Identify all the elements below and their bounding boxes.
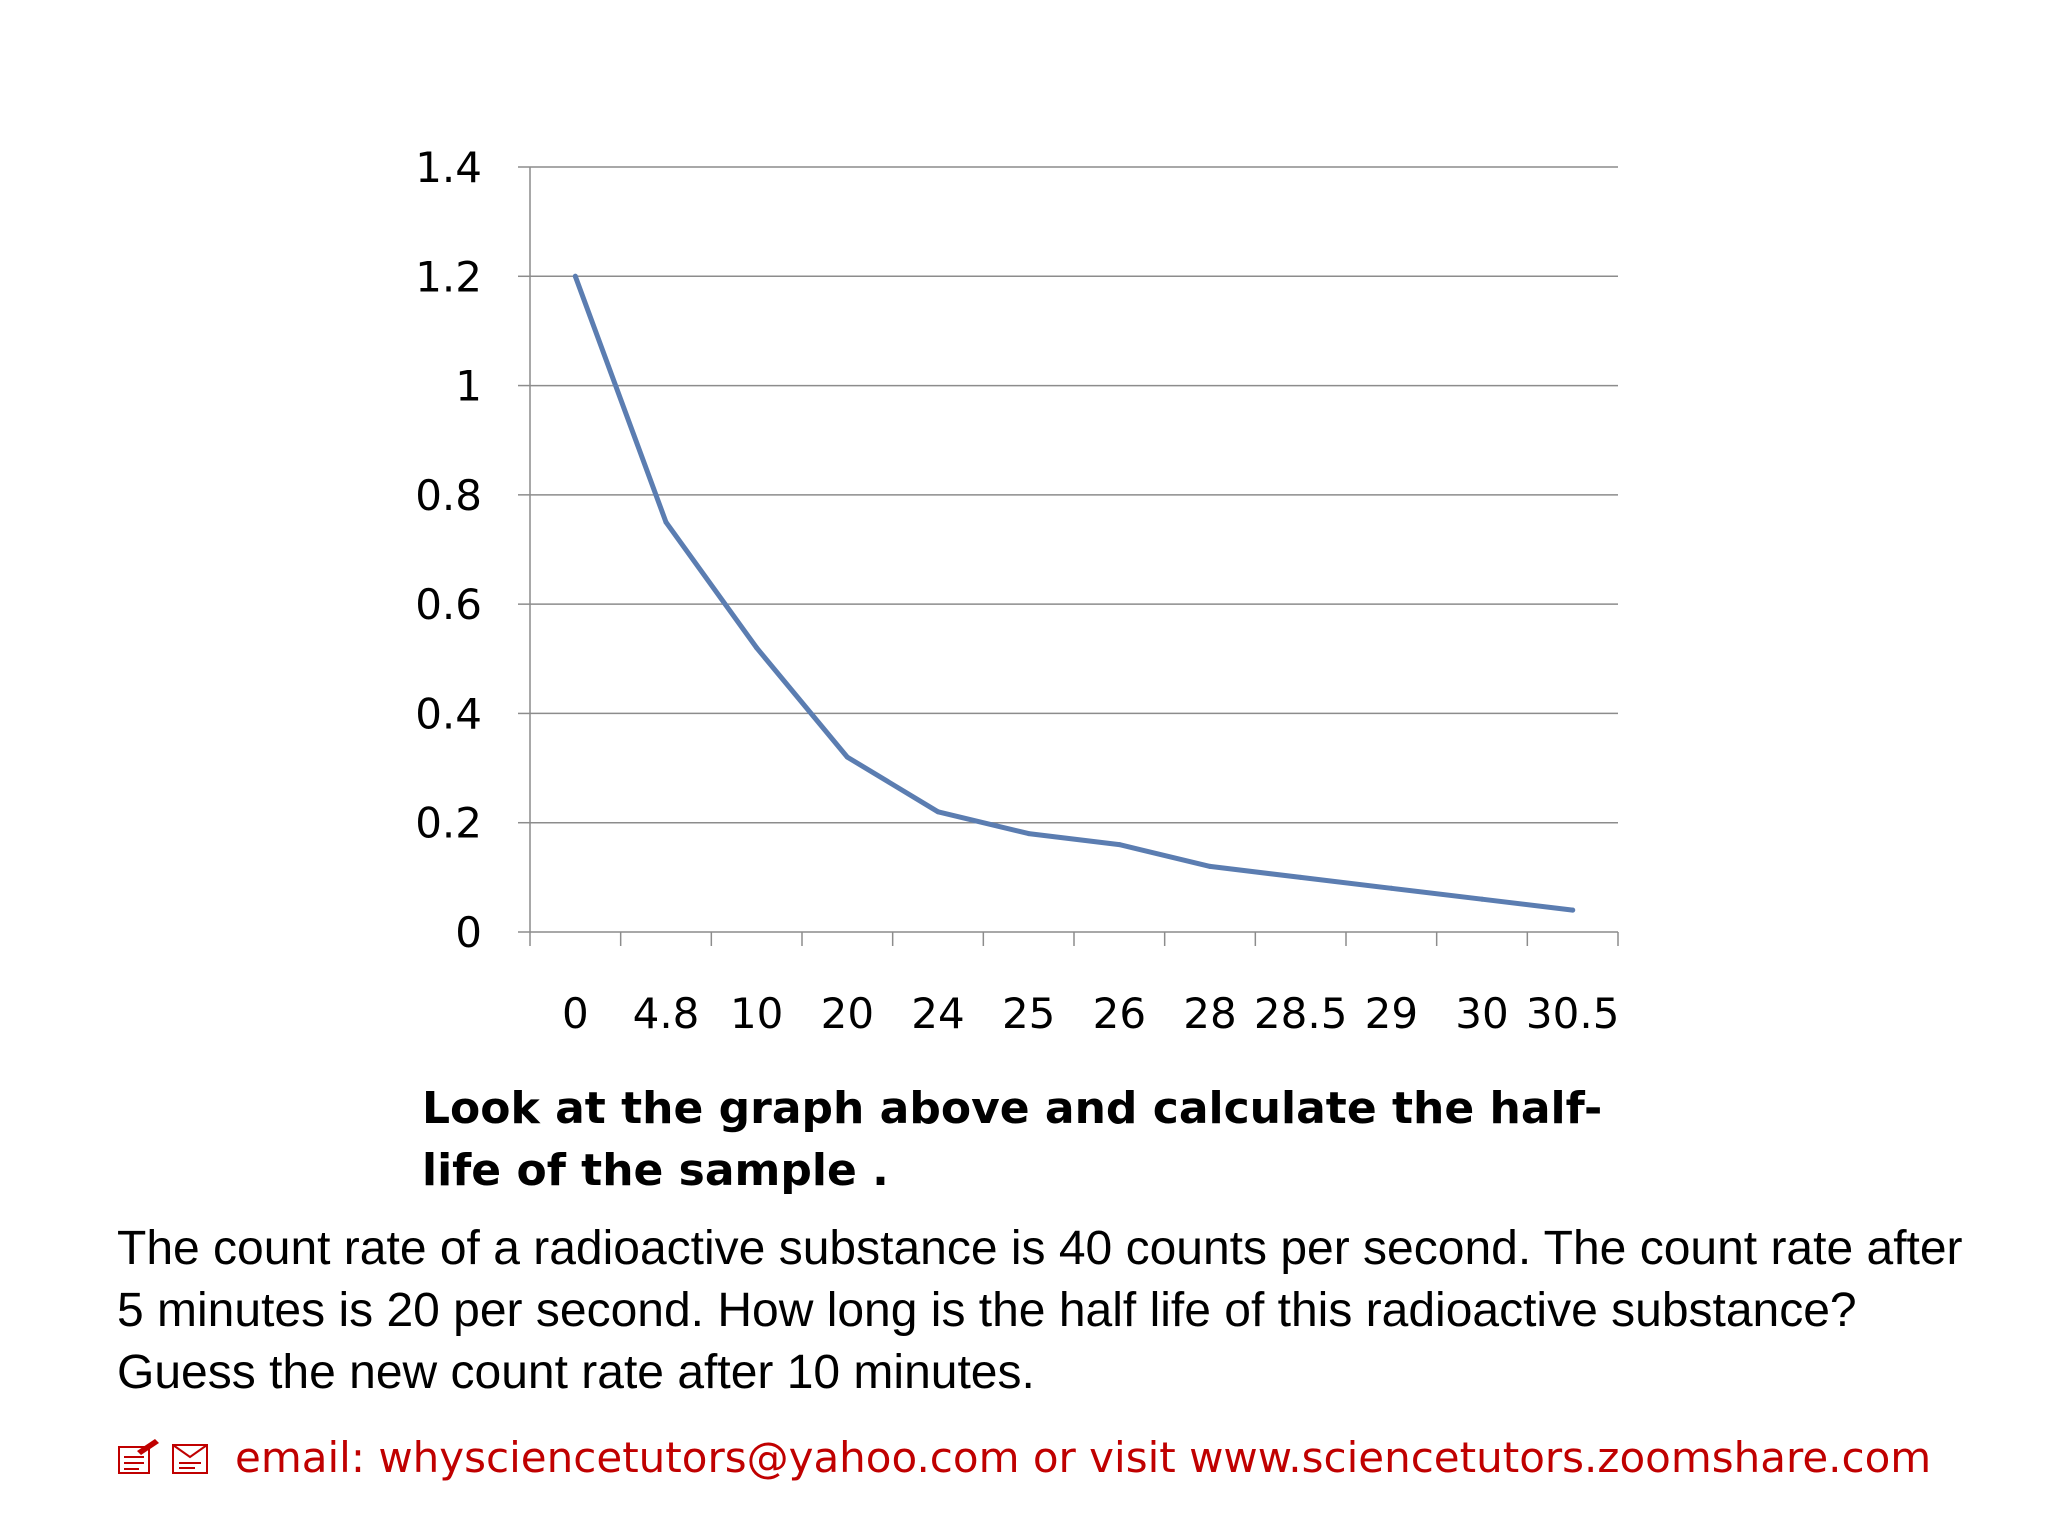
y-tick-label: 1.2	[415, 252, 482, 301]
x-tick-label: 0	[562, 989, 589, 1038]
x-tick-label: 10	[730, 989, 783, 1038]
x-tick-label: 28	[1183, 989, 1236, 1038]
data-point	[1479, 896, 1485, 902]
data-point	[572, 273, 578, 279]
data-point	[935, 809, 941, 815]
contact-line: email: whysciencetutors@yahoo.com or vis…	[235, 1432, 1932, 1482]
pen-note-icon	[118, 1439, 159, 1474]
data-point	[844, 754, 850, 760]
data-point	[1026, 831, 1032, 837]
series-line	[572, 273, 1576, 913]
y-tick-label: 0	[455, 908, 482, 957]
envelope-icon	[172, 1444, 208, 1474]
x-tick-label: 4.8	[633, 989, 700, 1038]
data-point	[1570, 907, 1576, 913]
question-bold: Look at the graph above and calculate th…	[422, 1083, 1603, 1196]
data-point	[663, 519, 669, 525]
y-tick-label: 1	[455, 362, 482, 411]
y-tick-labels: 0 0.2 0.4 0.6 0.8 1 1.2 1.4	[415, 143, 482, 957]
x-tick-label: 30.5	[1526, 989, 1620, 1038]
x-tick-label: 30	[1455, 989, 1508, 1038]
data-point	[1388, 885, 1394, 891]
y-tick-label: 0.8	[415, 471, 482, 520]
y-tick-label: 1.4	[415, 143, 482, 192]
y-tick-label: 0.2	[415, 799, 482, 848]
y-tick-label: 0.4	[415, 689, 482, 738]
data-point	[1116, 842, 1122, 848]
data-point	[1207, 863, 1213, 869]
x-tick-label: 28.5	[1254, 989, 1348, 1038]
x-tick-label: 25	[1002, 989, 1055, 1038]
x-tick-label: 29	[1365, 989, 1418, 1038]
data-point	[1298, 874, 1304, 880]
footer: email: whysciencetutors@yahoo.com or vis…	[117, 1422, 1931, 1492]
x-tick-label: 24	[911, 989, 964, 1038]
gridlines	[530, 166, 1618, 824]
question-text: The count rate of a radioactive substanc…	[117, 1222, 1963, 1399]
x-tick-labels: 0 4.8 10 20 24 25 26 28 28.5 29 30 30.5	[562, 989, 1619, 1038]
axes	[518, 166, 1619, 946]
half-life-chart: 0 0.2 0.4 0.6 0.8 1 1.2 1.4 0 4.8 10 20 24 25 26 28 28.…	[415, 143, 1619, 1038]
x-tick-label: 26	[1093, 989, 1146, 1038]
series	[572, 273, 1576, 913]
data-point	[754, 645, 760, 651]
x-tick-label: 20	[821, 989, 874, 1038]
y-tick-label: 0.6	[415, 580, 482, 629]
